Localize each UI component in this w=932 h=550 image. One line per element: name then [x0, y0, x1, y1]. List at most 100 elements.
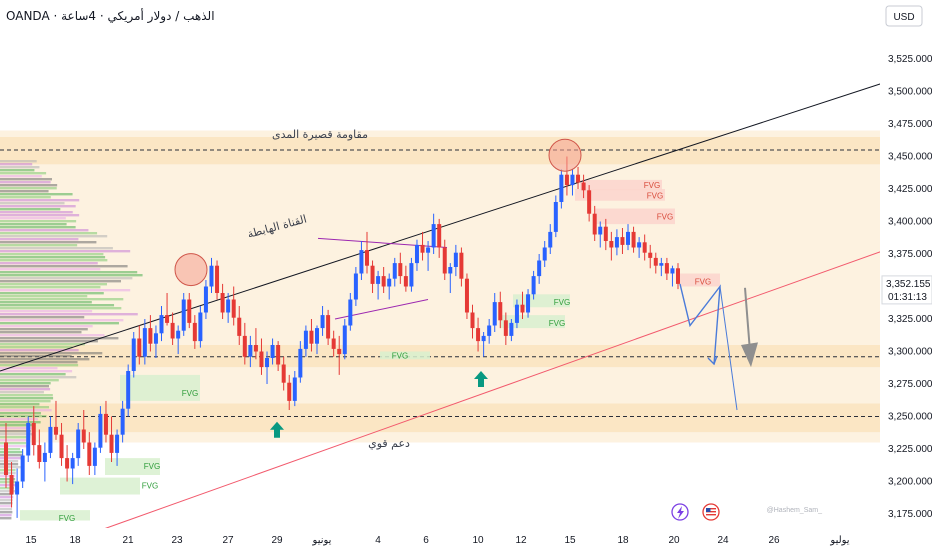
- watermark: @Hashem_Sam_: [767, 507, 822, 514]
- candle-body: [664, 263, 669, 274]
- us-flag-icon[interactable]: [702, 503, 720, 521]
- volume-bar: [0, 253, 104, 256]
- candle-body: [503, 320, 508, 336]
- candle-body: [265, 358, 270, 368]
- price-axis[interactable]: 3,525.000 3,500.000 3,475.000 3,450.000 3,42…: [880, 0, 932, 550]
- candle-body: [564, 174, 569, 186]
- candle-body: [287, 382, 292, 401]
- volume-bar: [0, 478, 16, 481]
- volume-bar: [0, 307, 122, 310]
- volume-bar: [0, 181, 51, 184]
- candle-body: [614, 237, 619, 248]
- volume-bar: [0, 376, 77, 379]
- y-tick-label: 3,275.000: [888, 379, 932, 390]
- lightning-icon[interactable]: [671, 503, 689, 521]
- candle-body: [648, 252, 653, 258]
- fvg-label: FVG: [144, 462, 160, 471]
- candle-body: [431, 224, 436, 248]
- grey-arrow-head: [741, 342, 758, 368]
- lower-channel-line: [43, 249, 886, 550]
- time-axis-bg: [0, 528, 932, 550]
- candle-body: [626, 231, 631, 245]
- volume-bar: [0, 250, 131, 253]
- fvg-box: [595, 208, 675, 225]
- candle-body: [215, 265, 220, 293]
- volume-bar: [0, 454, 23, 457]
- candle-body: [392, 263, 397, 279]
- resistance-label: مقاومة قصيرة المدى: [272, 128, 368, 141]
- volume-bar: [0, 487, 14, 490]
- candle-body: [353, 273, 358, 300]
- x-tick-label: 21: [122, 535, 134, 546]
- fvg-box: [575, 189, 665, 201]
- y-tick-label: 3,500.000: [888, 87, 932, 98]
- fvg-label: FVG: [182, 389, 198, 398]
- volume-bar: [0, 259, 108, 262]
- candle-body: [337, 348, 342, 355]
- candle-body: [48, 426, 53, 453]
- volume-bar: [0, 175, 42, 178]
- volume-bar: [0, 295, 88, 298]
- volume-bar: [0, 280, 122, 283]
- volume-bar: [0, 313, 138, 316]
- x-tick-label: 20: [668, 535, 680, 546]
- upper-channel-line: [0, 81, 886, 372]
- candle-body: [370, 265, 375, 284]
- volume-bar: [0, 481, 16, 484]
- candle-body: [298, 348, 303, 378]
- volume-bar: [0, 184, 58, 187]
- volume-bar: [0, 283, 107, 286]
- candle-body: [198, 312, 203, 342]
- candle-body: [20, 455, 25, 482]
- candle-body: [159, 315, 164, 334]
- candle-body: [464, 278, 469, 313]
- volume-bar: [0, 382, 51, 385]
- candle-body: [492, 302, 497, 326]
- volume-bar: [0, 223, 67, 226]
- candle-body: [537, 260, 542, 277]
- candle-body: [315, 328, 320, 344]
- volume-bar: [0, 403, 40, 406]
- candle-body: [137, 338, 142, 357]
- fvg-box: [20, 510, 90, 521]
- volume-bar: [0, 262, 98, 265]
- candle-body: [631, 231, 636, 248]
- fvg-label: FVG: [392, 351, 408, 360]
- volume-bar: [0, 463, 19, 466]
- currency-button[interactable]: [885, 5, 923, 27]
- volume-bar: [0, 433, 36, 436]
- candle-body: [620, 237, 625, 245]
- fvg-label: FVG: [644, 181, 660, 190]
- candle-body: [403, 276, 408, 287]
- candle-body: [92, 447, 97, 466]
- volume-bar: [0, 232, 98, 235]
- volume-bar: [0, 289, 131, 292]
- volume-bar: [0, 364, 79, 367]
- volume-bar: [0, 391, 44, 394]
- volume-bar: [0, 493, 13, 496]
- time-axis[interactable]: 15 18 21 23 27 29 يونيو 4 6 10 12 15 18 20 24 26 يوليو: [0, 528, 932, 550]
- volume-bar: [0, 235, 108, 238]
- candle-body: [342, 325, 347, 355]
- candle-body: [220, 293, 225, 313]
- forecast-arrowhead: [707, 355, 718, 366]
- volume-bar: [0, 226, 76, 229]
- volume-bar: [0, 445, 29, 448]
- candle-body: [9, 475, 14, 495]
- volume-bar: [0, 448, 21, 451]
- symbol-title[interactable]: OANDA · الذهب / دولار أمريكي · 4ساعة: [6, 8, 215, 24]
- volume-bar: [0, 316, 85, 319]
- fvg-label: FVG: [554, 298, 570, 307]
- candle-body: [131, 338, 136, 371]
- candle-body: [487, 325, 492, 336]
- x-tick-label: 6: [423, 535, 429, 546]
- y-tick-label: 3,400.000: [888, 217, 932, 228]
- volume-bar: [0, 247, 113, 250]
- volume-bar: [0, 379, 59, 382]
- volume-bar: [0, 430, 31, 433]
- candle-body: [453, 252, 458, 267]
- volume-bar: [0, 199, 80, 202]
- volume-bar: [0, 331, 82, 334]
- x-tick-label: 23: [171, 535, 183, 546]
